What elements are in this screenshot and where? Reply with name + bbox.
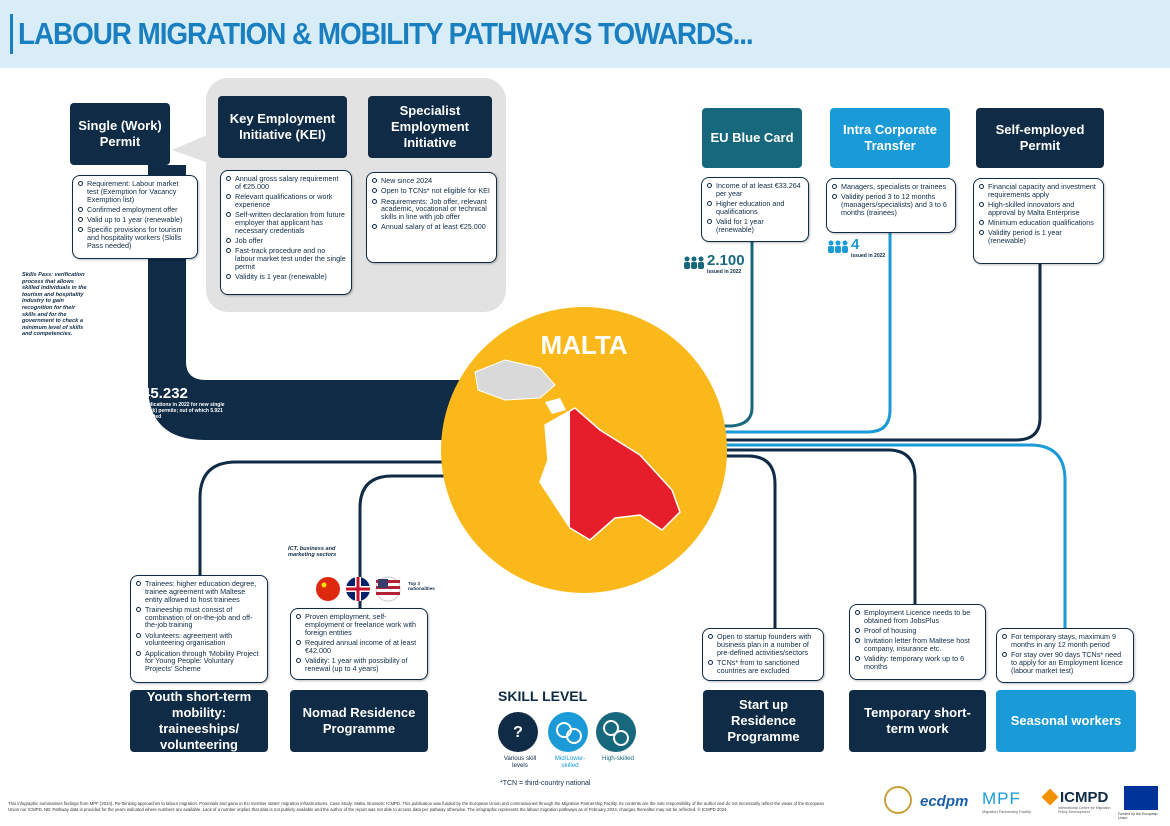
bullet: TCNs* from to sanctioned countries are e… [708, 659, 818, 675]
bullet: Annual gross salary requirement of €25.0… [226, 175, 346, 191]
bullet: High-skilled innovators and approval by … [979, 201, 1098, 217]
pathway-details: Requirement: Labour market test (Exempti… [72, 175, 198, 259]
pathway-details: Trainees: higher education degree, train… [130, 575, 268, 683]
bullet: Open to TCNs* not eligible for KEI [372, 187, 491, 195]
skill-label: High-skilled [602, 755, 634, 762]
skill-level-title: SKILL LEVEL [498, 688, 588, 704]
bullet: Higher education and qualifications [707, 200, 803, 216]
header-band [0, 0, 1170, 68]
people-icon [119, 389, 139, 402]
stat-value: 2.100 [707, 252, 745, 269]
bullet: Income of at least €33.264 per year [707, 182, 803, 198]
people-icon [828, 240, 848, 253]
bullet: Fast-track procedure and no labour marke… [226, 247, 346, 270]
skill-label: Mid/Lower-skilled [554, 755, 586, 769]
pointer [172, 132, 214, 165]
bullet: Trainees: higher education degree, train… [136, 580, 262, 603]
bullet: Specific provisions for tourism and hosp… [78, 226, 192, 249]
logo-text: Migration Partnership Facility [982, 810, 1031, 814]
svg-text:?: ? [513, 724, 523, 741]
logo-text: MPF [982, 789, 1021, 808]
bullet: Relevant qualifications or work experien… [226, 193, 346, 209]
pathway-details: Financial capacity and investment requir… [973, 178, 1104, 264]
bullet: Minimum education qualifications [979, 219, 1098, 227]
bullet: Validity period 3 to 12 months (managers… [832, 193, 950, 216]
logo-text: International Centre for Migration Polic… [1058, 806, 1111, 814]
pathway-details: Employment Licence needs to be obtained … [849, 604, 986, 680]
eu-flag [1124, 786, 1158, 810]
stat-note: issued in 2022 [707, 269, 742, 275]
bullet: Validity: temporary work up to 6 months [855, 655, 980, 671]
bullet: Employment Licence needs to be obtained … [855, 609, 980, 625]
bullet: Volunteers: agreement with volunteering … [136, 631, 262, 648]
logo-seal [884, 786, 912, 814]
pathway-title: Specialist Employment Initiative [368, 96, 492, 158]
stat-value: 4 [851, 236, 860, 253]
pathway-title: Key Employment Initiative (KEI) [218, 96, 347, 158]
pathway-title: Self-employed Permit [976, 108, 1104, 168]
pathway-title: Start up Residence Programme [703, 690, 824, 752]
bullet: Open to startup founders with business p… [708, 633, 818, 656]
header-bar [10, 14, 13, 54]
pathway-details: New since 2024 Open to TCNs* not eligible… [366, 172, 497, 263]
bullet: New since 2024 [372, 177, 491, 185]
pathway-details: Managers, specialists or trainees Validit… [826, 178, 956, 233]
sector-note: ICT, business and marketing sectors [288, 546, 337, 558]
bullet: Validity is 1 year (renewable) [226, 273, 346, 281]
flags [316, 576, 401, 602]
pathway-title: Seasonal workers [996, 690, 1136, 752]
bullet: Valid for 1 year (renewable) [707, 218, 803, 234]
pathway-title: Youth short-term mobility: traineeships/… [130, 689, 268, 752]
pathway-details: Annual gross salary requirement of €25.0… [220, 170, 352, 295]
skills-pass-note: Skills Pass: verification process that a… [22, 272, 87, 338]
bullet: Requirements: Job offer, relevant academ… [372, 197, 491, 221]
stat-note: issued in 2022 [851, 253, 886, 259]
pathway-details: For temporary stays, maximum 9 months in… [996, 628, 1134, 683]
stat-value: 45.232 [142, 385, 188, 402]
bullet: Proven employment, self-employment or fr… [296, 613, 422, 636]
stat-note: applications in 2022 for new single (wor… [142, 402, 225, 420]
bullet: Requirement: Labour market test (Exempti… [78, 180, 192, 203]
pathway-details: Income of at least €33.264 per year Highe… [701, 177, 809, 242]
bullet: Self-written declaration from future emp… [226, 211, 346, 234]
tcn-note: *TCN = third-country national [500, 780, 591, 787]
bullet: Valid up to 1 year (renewable) [78, 216, 192, 224]
title: LABOUR MIGRATION & MOBILITY PATHWAYS TOW… [18, 16, 754, 51]
bullet: Validity period is 1 year (renewable) [979, 229, 1098, 245]
bullet: Validity: 1 year with possibility of ren… [296, 657, 422, 673]
bullet: Financial capacity and investment requir… [979, 183, 1098, 199]
logo-text: ICMPD [1060, 789, 1109, 806]
center-label: MALTA [540, 330, 628, 360]
pathway-title: Intra Corporate Transfer [830, 108, 950, 168]
bullet: Proof of housing [855, 627, 980, 635]
pathway-title: Single (Work) Permit [70, 103, 170, 165]
pathway-title: Nomad Residence Programme [290, 690, 428, 752]
bullet: Application through 'Mobility Project fo… [136, 649, 262, 673]
bullet: Managers, specialists or trainees [832, 183, 950, 191]
pathway-details: Proven employment, self-employment or fr… [290, 608, 428, 680]
bullet: Confirmed employment offer [78, 206, 192, 214]
logo-text: Funded by the European Union [1118, 812, 1158, 820]
nationalities-note: Top 3 nationalities [408, 581, 435, 591]
bullet: For temporary stays, maximum 9 months in… [1002, 633, 1128, 649]
people-icon [684, 256, 704, 269]
bullet: Invitation letter from Maltese host comp… [855, 637, 980, 653]
bullet: For stay over 90 days TCNs* need to appl… [1002, 651, 1128, 674]
footer-text: This infographic summarises findings fro… [8, 801, 825, 812]
skill-label: Various skill levels [503, 755, 537, 769]
bullet: Traineeship must consist of combination … [136, 605, 262, 629]
bullet: Annual salary of at least €25.000 [372, 223, 491, 231]
pathway-title: EU Blue Card [702, 108, 802, 168]
bullet: Job offer [226, 237, 346, 245]
pathway-lines [198, 233, 1067, 628]
logo-text: ecdpm [920, 793, 969, 810]
skill-icons: ? [498, 712, 636, 752]
pathway-details: Open to startup founders with business p… [702, 628, 824, 681]
pathway-title: Temporary short-term work [849, 690, 986, 752]
bullet: Required annual income of at least €42.0… [296, 639, 422, 655]
